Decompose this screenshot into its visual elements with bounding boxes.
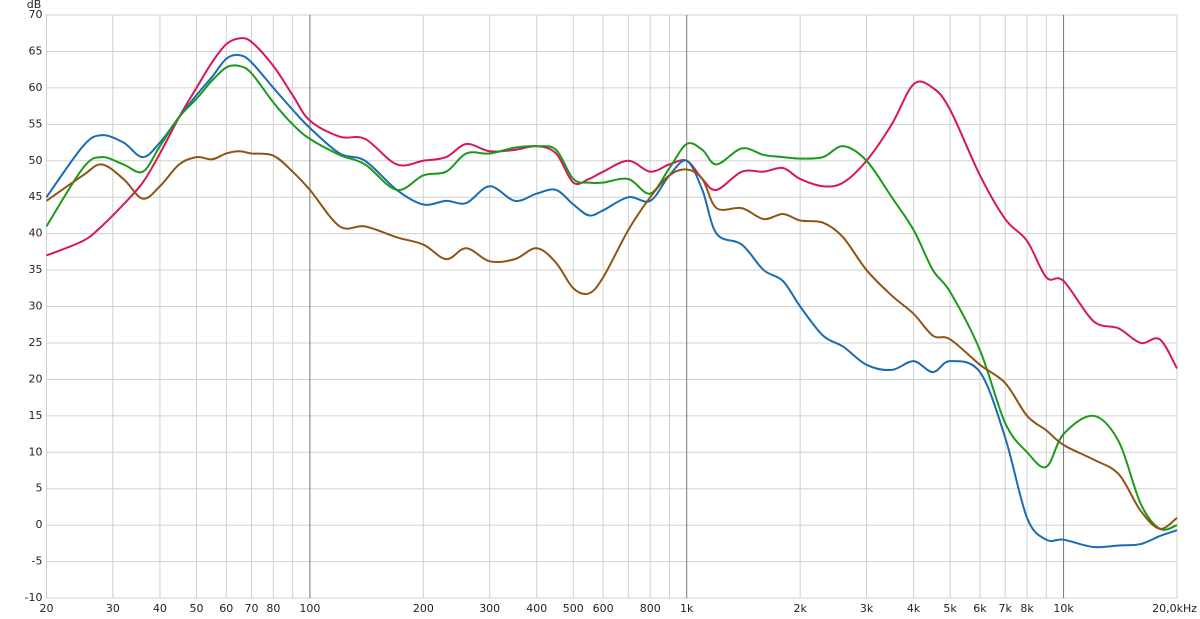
x-tick-label: 70 <box>245 602 259 615</box>
y-tick-label: 45 <box>29 190 43 203</box>
x-tick-label: 60 <box>219 602 233 615</box>
x-tick-label: 5k <box>943 602 957 615</box>
y-tick-label: -5 <box>32 555 43 568</box>
x-tick-label: 40 <box>153 602 167 615</box>
y-tick-label: 20 <box>29 372 43 385</box>
y-tick-label: 10 <box>29 445 43 458</box>
response-line <box>45 53 1178 549</box>
x-tick-label: 300 <box>479 602 500 615</box>
y-tick-label: 40 <box>29 227 43 240</box>
x-tick-label: 400 <box>526 602 547 615</box>
x-tick-label: 100 <box>299 602 320 615</box>
y-tick-label: 55 <box>29 117 43 130</box>
y-tick-label: 60 <box>29 81 43 94</box>
y-tick-label: 25 <box>29 336 43 349</box>
y-unit: dB <box>27 0 42 11</box>
x-tick-label: 600 <box>593 602 614 615</box>
y-tick-label: 65 <box>29 44 43 57</box>
response-line <box>45 150 1178 530</box>
x-tick-label: 80 <box>266 602 280 615</box>
x-tick-label: 1k <box>680 602 694 615</box>
y-tick-label: 0 <box>36 518 43 531</box>
x-tick-label: 200 <box>413 602 434 615</box>
y-tick-label: 30 <box>29 300 43 313</box>
x-tick-label: 7k <box>999 602 1013 615</box>
x-tick-label: 6k <box>973 602 987 615</box>
x-tick-label: 20,0kHz <box>1152 602 1197 615</box>
x-tick-label: 500 <box>563 602 584 615</box>
x-tick-label: 3k <box>860 602 874 615</box>
y-tick-label: -10 <box>25 591 43 604</box>
x-tick-label: 4k <box>907 602 921 615</box>
x-tick-label: 2k <box>793 602 807 615</box>
y-tick-label: 5 <box>36 482 43 495</box>
response-line <box>45 64 1178 531</box>
y-tick-label: 50 <box>29 154 43 167</box>
response-line <box>46 37 1178 369</box>
y-tick-label: 15 <box>29 409 43 422</box>
x-tick-label: 20 <box>40 602 54 615</box>
x-tick-label: 30 <box>106 602 120 615</box>
x-tick-label: 8k <box>1020 602 1034 615</box>
x-tick-label: 10k <box>1053 602 1074 615</box>
y-tick-label: 35 <box>29 263 43 276</box>
x-tick-label: 50 <box>189 602 203 615</box>
y-tick-label: 70 <box>29 8 43 21</box>
x-tick-label: 800 <box>640 602 661 615</box>
